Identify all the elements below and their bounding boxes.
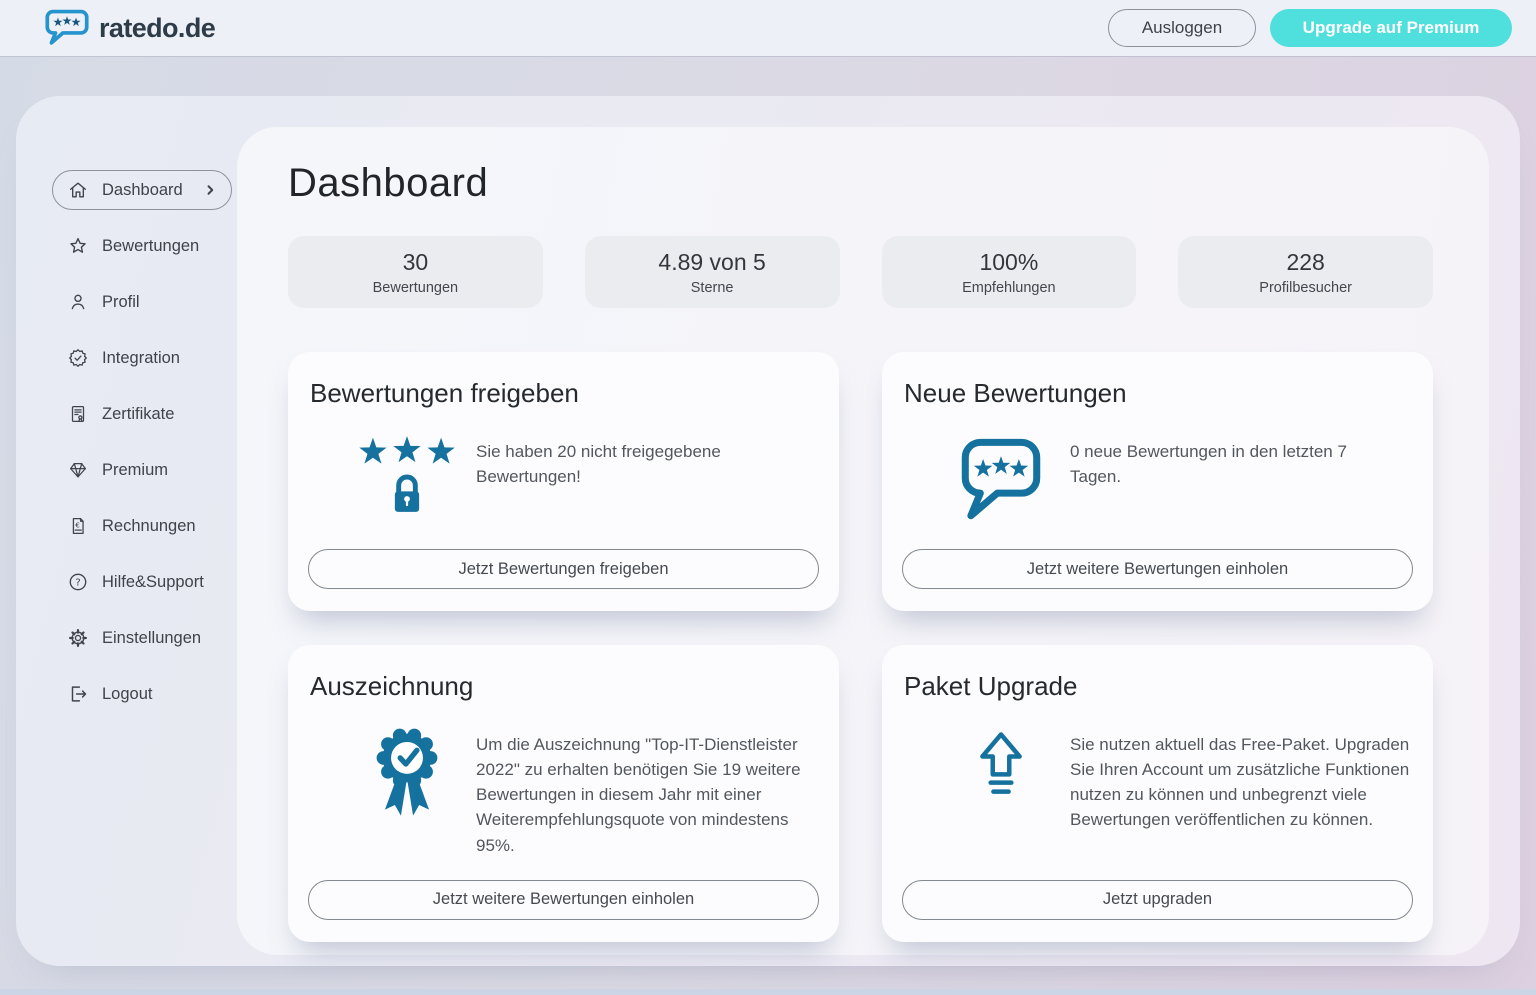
card-title: Paket Upgrade — [904, 671, 1078, 701]
sidebar-item-label: Integration — [102, 348, 180, 367]
sidebar-item-label: Profil — [102, 292, 140, 311]
home-icon — [67, 179, 89, 201]
ratedo-bubble-logo-icon — [44, 9, 90, 47]
stat-value: 100% — [979, 248, 1039, 275]
stat-profilbesucher: 228 Profilbesucher — [1178, 236, 1433, 308]
card-title: Bewertungen freigeben — [310, 378, 579, 408]
brand-logo[interactable]: ratedo.de — [44, 9, 216, 47]
card-text: Um die Auszeichnung "Top-IT-Dienstleiste… — [476, 735, 801, 855]
svg-text:€: € — [75, 520, 80, 529]
star-icon — [67, 235, 89, 257]
stat-empfehlungen: 100% Empfehlungen — [881, 236, 1137, 308]
app-header: ratedo.de Ausloggen Upgrade auf Premium — [0, 0, 1536, 56]
main-content: Dashboard 30 Bewertungen 4.89 von 5 Ster… — [237, 127, 1489, 955]
stat-value: 228 — [1286, 248, 1325, 275]
upgrade-now-button[interactable]: Jetzt upgraden — [902, 879, 1413, 920]
sidebar-item-label: Zertifikate — [102, 404, 175, 423]
bottom-edge-strip — [0, 989, 1536, 995]
stat-label: Profilbesucher — [1259, 279, 1352, 296]
sidebar-item-logout[interactable]: Logout — [52, 674, 232, 714]
brand-name: ratedo.de — [99, 12, 216, 43]
gear-icon — [67, 627, 89, 649]
card-text: Sie nutzen aktuell das Free-Paket. Upgra… — [1070, 735, 1410, 830]
card-title: Neue Bewertungen — [904, 378, 1127, 408]
app-panel: Dashboard Bewertungen Prof — [16, 96, 1520, 966]
collect-reviews-button[interactable]: Jetzt weitere Bewertungen einholen — [902, 549, 1413, 589]
sidebar-item-hilfe-support[interactable]: ? Hilfe&Support — [52, 562, 232, 602]
card-auszeichnung: Auszeichnung — [288, 645, 839, 942]
sidebar-item-einstellungen[interactable]: Einstellungen — [52, 618, 232, 658]
stats-row: 30 Bewertungen 4.89 von 5 Sterne 100% Em… — [288, 236, 1433, 308]
sidebar-item-rechnungen[interactable]: € Rechnungen — [52, 506, 232, 546]
award-ribbon-icon — [308, 726, 476, 821]
page-title: Dashboard — [288, 161, 489, 205]
invoice-icon: € — [67, 515, 89, 537]
stat-label: Sterne — [690, 279, 734, 296]
card-bewertungen-freigeben: Bewertungen freigeben Sie ha — [288, 352, 839, 611]
stat-bewertungen: 30 Bewertungen — [288, 236, 543, 308]
stat-value: 30 — [402, 248, 429, 275]
sidebar-item-zertifikate[interactable]: Zertifikate — [52, 394, 232, 434]
stars-lock-icon — [308, 433, 476, 518]
collect-more-reviews-button[interactable]: Jetzt weitere Bewertungen einholen — [308, 879, 819, 920]
release-reviews-button[interactable]: Jetzt Bewertungen freigeben — [308, 549, 819, 589]
card-title: Auszeichnung — [310, 671, 474, 701]
sidebar-item-label: Premium — [102, 460, 169, 479]
upgrade-premium-button[interactable]: Upgrade auf Premium — [1270, 9, 1512, 47]
stat-sterne: 4.89 von 5 Sterne — [584, 236, 840, 308]
sidebar-item-label: Hilfe&Support — [102, 572, 204, 591]
sidebar-item-label: Dashboard — [102, 180, 183, 199]
stat-label: Empfehlungen — [962, 279, 1056, 296]
chevron-right-icon — [201, 181, 219, 199]
certificate-icon — [67, 403, 89, 425]
logout-button[interactable]: Ausloggen — [1108, 9, 1256, 47]
card-text: 0 neue Bewertungen in den letzten 7 Tage… — [1070, 442, 1347, 487]
sidebar-item-profil[interactable]: Profil — [52, 282, 232, 322]
seal-check-icon — [67, 347, 89, 369]
card-text: Sie haben 20 nicht freigegebene Bewertun… — [476, 442, 721, 487]
user-icon — [67, 291, 89, 313]
diamond-icon — [67, 459, 89, 481]
card-paket-upgrade: Paket Upgrade Sie nutzen aktuell das Fre… — [882, 645, 1433, 942]
stat-label: Bewertungen — [372, 279, 459, 296]
review-bubble-icon — [902, 433, 1070, 527]
cards-grid: Bewertungen freigeben Sie ha — [288, 352, 1433, 942]
card-neue-bewertungen: Neue Bewertungen 0 neue Bewertungen in d… — [882, 352, 1433, 611]
sidebar-item-integration[interactable]: Integration — [52, 338, 232, 378]
upgrade-arrow-icon — [902, 726, 1070, 809]
sidebar-item-premium[interactable]: Premium — [52, 450, 232, 490]
sidebar-item-bewertungen[interactable]: Bewertungen — [52, 226, 232, 266]
sidebar-item-label: Rechnungen — [102, 516, 196, 535]
sidebar: Dashboard Bewertungen Prof — [16, 96, 237, 966]
svg-text:?: ? — [75, 577, 80, 588]
sidebar-item-label: Bewertungen — [102, 236, 200, 255]
stat-value: 4.89 von 5 — [658, 248, 766, 275]
sidebar-item-dashboard[interactable]: Dashboard — [52, 170, 232, 210]
help-circle-icon: ? — [67, 571, 89, 593]
sidebar-item-label: Logout — [102, 684, 153, 703]
sidebar-item-label: Einstellungen — [102, 628, 202, 647]
logout-icon — [67, 683, 89, 705]
